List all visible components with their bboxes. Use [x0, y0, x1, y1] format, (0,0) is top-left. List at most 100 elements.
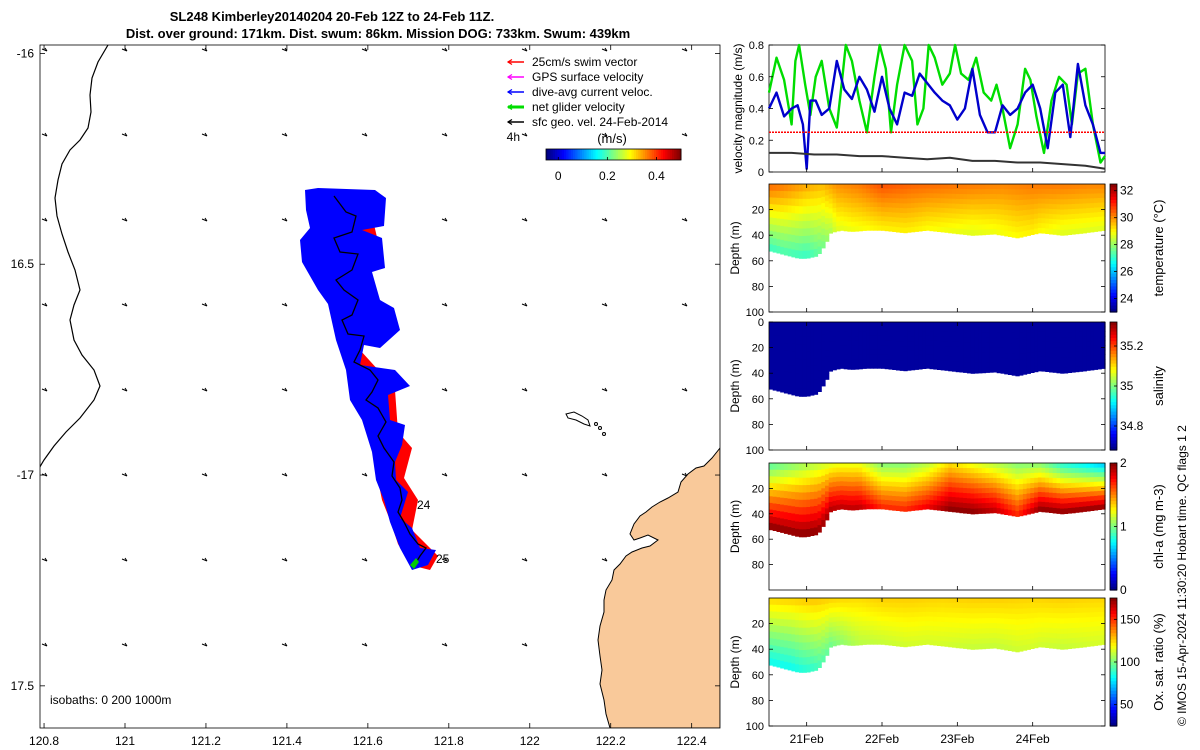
section-cell — [791, 198, 796, 207]
section-cell — [858, 354, 863, 360]
date-tick-label: 23Feb — [940, 732, 974, 746]
section-cell — [862, 611, 867, 618]
section-cell — [795, 351, 800, 360]
section-cell — [1041, 228, 1046, 234]
section-colorbar-segment — [1110, 636, 1117, 641]
section-cell — [970, 322, 975, 328]
map-x-tick-label: 120.8 — [29, 734, 59, 748]
section-cell — [783, 336, 789, 344]
section-cell — [1030, 483, 1035, 489]
section-cell — [1000, 214, 1005, 221]
section-cell — [828, 477, 833, 484]
section-cell — [993, 184, 998, 190]
section-cell — [1056, 347, 1061, 353]
section-cell — [1015, 598, 1020, 604]
section-colorbar-segment — [1110, 687, 1117, 692]
section-cell — [955, 193, 960, 200]
section-cell — [1022, 488, 1028, 495]
section-cell — [881, 602, 886, 608]
section-cell — [1086, 336, 1091, 342]
section-cell — [858, 463, 863, 469]
section-cell — [862, 326, 867, 332]
section-cell — [1049, 487, 1054, 494]
section-cell — [1060, 463, 1065, 469]
section-cell — [925, 220, 931, 227]
section-cell — [843, 221, 848, 227]
velocity-arrow — [121, 387, 128, 392]
section-cell — [832, 472, 837, 478]
section-cell — [1086, 322, 1091, 328]
section-cell — [955, 336, 960, 343]
section-cell — [925, 188, 931, 194]
section-cell — [813, 336, 819, 345]
section-cell — [791, 220, 796, 229]
section-cell — [1052, 468, 1057, 474]
section-cell — [1026, 473, 1031, 479]
section-cell — [847, 491, 852, 497]
section-cell — [866, 335, 871, 341]
colorbar-segment — [654, 149, 657, 160]
section-colorbar-tick-label: 1 — [1120, 520, 1127, 534]
legend-marker-head — [506, 118, 513, 126]
section-colorbar-segment — [1110, 437, 1117, 441]
section-cell — [839, 197, 845, 204]
section-cell — [925, 349, 931, 355]
section-cell — [839, 472, 845, 478]
section-cell — [910, 500, 916, 507]
section-cell — [821, 501, 826, 508]
section-cell — [1034, 637, 1039, 644]
section-cell — [1019, 463, 1024, 469]
section-cell — [1034, 218, 1039, 225]
section-cell — [866, 495, 871, 501]
section-cell — [1030, 367, 1035, 373]
section-cell — [832, 607, 837, 613]
section-cell — [847, 184, 852, 190]
section-cell — [989, 194, 994, 200]
section-cell — [825, 598, 830, 605]
colorbar-segment — [651, 149, 655, 160]
section-cell — [922, 340, 927, 346]
section-cell — [903, 487, 908, 493]
legend-label: 25cm/s swim vector — [532, 55, 637, 69]
section-cell — [791, 470, 796, 478]
section-cell — [1026, 209, 1031, 216]
section-colorbar-segment — [1110, 501, 1117, 505]
section-cell — [937, 193, 942, 199]
section-cell — [1037, 477, 1043, 483]
section-cell — [929, 363, 934, 370]
section-cell — [993, 223, 998, 230]
section-cell — [1082, 477, 1087, 483]
section-cell — [1090, 617, 1095, 623]
section-cell — [951, 632, 957, 638]
section-cell — [989, 219, 994, 225]
section-cell — [832, 602, 837, 609]
section-cell — [881, 216, 886, 222]
section-cell — [899, 346, 904, 352]
section-cell — [776, 370, 781, 378]
section-cell — [1071, 214, 1076, 220]
section-cell — [769, 237, 774, 245]
section-cell — [1049, 356, 1054, 363]
section-cell — [847, 612, 852, 618]
section-cell — [795, 344, 800, 353]
section-cell — [1015, 630, 1020, 637]
section-cell — [955, 642, 960, 649]
section-cell — [955, 463, 960, 469]
section-cell — [769, 489, 774, 497]
section-cell — [828, 472, 833, 479]
section-cell — [821, 360, 826, 368]
section-cell — [1034, 617, 1039, 624]
section-cell — [772, 356, 777, 364]
section-cell — [828, 356, 833, 362]
section-cell — [783, 212, 789, 220]
section-cell — [1090, 607, 1095, 613]
section-cell — [1019, 231, 1024, 238]
section-cell — [1075, 482, 1080, 489]
section-cell — [1007, 634, 1013, 641]
section-cell — [787, 498, 792, 507]
section-cell — [899, 365, 904, 371]
section-cell — [1056, 204, 1061, 210]
section-cell — [922, 202, 927, 208]
section-cell — [914, 184, 919, 190]
section-cell — [873, 349, 878, 355]
